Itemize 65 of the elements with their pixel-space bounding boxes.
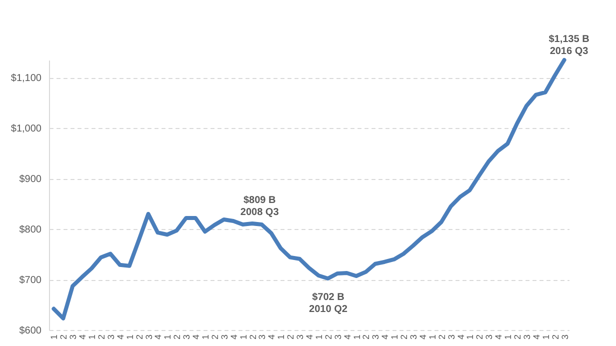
x-tick-label: 2 bbox=[399, 334, 410, 340]
x-tick-label: 4 bbox=[115, 334, 126, 340]
x-tick-label: 4 bbox=[342, 334, 352, 340]
x-tick-label: 3 bbox=[182, 334, 192, 340]
x-tick-label: 4 bbox=[228, 334, 239, 340]
x-tick-label: 2 bbox=[323, 334, 334, 340]
x-tick-label: 3 bbox=[560, 334, 570, 340]
x-tick-label: 3 bbox=[446, 334, 456, 340]
x-tick-label: 3 bbox=[144, 334, 154, 340]
x-tick-label: 4 bbox=[266, 334, 277, 340]
x-tick-label: 2 bbox=[134, 334, 144, 340]
x-tick-label: 2 bbox=[436, 334, 447, 340]
y-tick-label: $1,100 bbox=[10, 73, 42, 84]
x-tick-label: 4 bbox=[494, 334, 504, 340]
x-tick-label: 1 bbox=[276, 334, 286, 340]
x-tick-label: 3 bbox=[408, 334, 418, 340]
y-tick-label: $700 bbox=[19, 275, 42, 286]
y-tick-label: $600 bbox=[19, 326, 42, 336]
x-tick-label: 1 bbox=[87, 334, 98, 340]
x-tick-label: 4 bbox=[304, 334, 314, 340]
x-tick-label: 4 bbox=[531, 334, 542, 340]
y-tick-label: $900 bbox=[19, 174, 42, 186]
x-tick-label: 1 bbox=[49, 334, 60, 340]
x-tick-label: 3 bbox=[257, 334, 268, 340]
x-tick-label: 1 bbox=[238, 334, 248, 340]
x-tick-label: 3 bbox=[522, 334, 532, 340]
x-tick-label: 2 bbox=[550, 334, 560, 340]
x-tick-label: 1 bbox=[162, 334, 173, 340]
x-tick-label: 1 bbox=[390, 334, 400, 340]
annotation: $809 B 2008 Q3 bbox=[240, 195, 280, 218]
x-tick-label: 2 bbox=[286, 334, 296, 340]
y-tick-label: $800 bbox=[19, 224, 42, 236]
x-tick-label: 4 bbox=[191, 334, 202, 340]
x-tick-label: 3 bbox=[106, 334, 116, 340]
x-tick-label: 2 bbox=[361, 334, 372, 340]
x-tick-label: 3 bbox=[68, 334, 78, 340]
x-tick-label: 2 bbox=[58, 334, 69, 340]
annotation: $702 B 2010 Q2 bbox=[309, 292, 348, 316]
x-tick-label: 1 bbox=[540, 334, 551, 340]
line-series bbox=[52, 58, 566, 320]
y-tick-label: $1,000 bbox=[10, 124, 42, 135]
x-tick-label: 4 bbox=[380, 334, 390, 340]
x-tick-label: 1 bbox=[427, 334, 438, 340]
x-tick-label: 3 bbox=[295, 334, 306, 340]
x-tick-label: 3 bbox=[484, 334, 494, 340]
x-tick-label: 3 bbox=[332, 334, 343, 340]
x-tick-label: 2 bbox=[512, 334, 522, 340]
x-tick-label: 1 bbox=[314, 334, 324, 340]
x-tick-label: 2 bbox=[172, 334, 182, 340]
x-tick-label: 1 bbox=[200, 334, 210, 340]
x-tick-label: 3 bbox=[219, 334, 230, 340]
x-tick-label: 1 bbox=[352, 334, 362, 340]
x-tick-label: 4 bbox=[78, 334, 88, 340]
x-tick-label: 4 bbox=[418, 334, 428, 340]
x-tick-label: 1 bbox=[503, 334, 514, 340]
x-tick-label: 2 bbox=[96, 334, 106, 340]
x-tick-label: 4 bbox=[153, 334, 164, 340]
x-tick-label: 3 bbox=[370, 334, 381, 340]
x-tick-label: 1 bbox=[124, 334, 135, 340]
x-tick-label: 2 bbox=[474, 334, 485, 340]
x-tick-label: 2 bbox=[210, 334, 220, 340]
text: $1,135 B 2016 Q3 bbox=[548, 34, 590, 57]
x-tick-label: 2 bbox=[248, 334, 258, 340]
x-tick-label: 1 bbox=[465, 334, 476, 340]
x-tick-label: 4 bbox=[456, 334, 466, 340]
